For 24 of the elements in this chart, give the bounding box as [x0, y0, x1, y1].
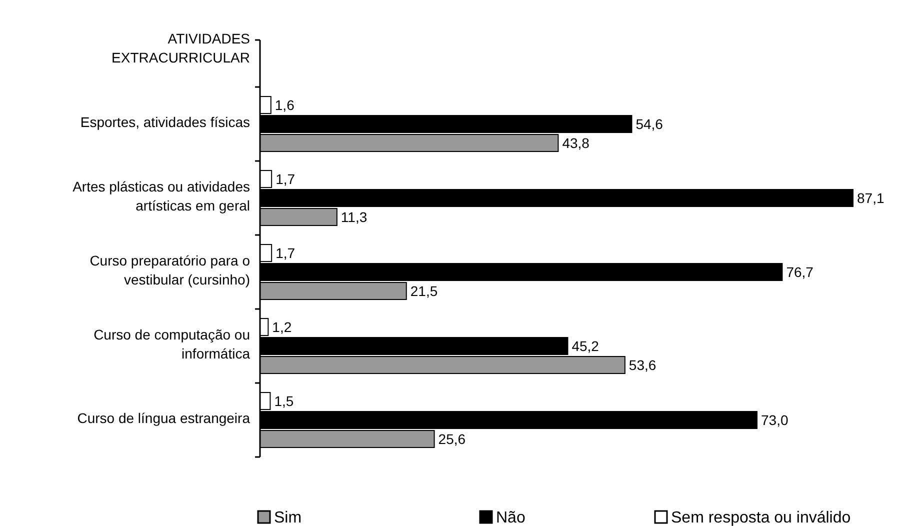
data-label: 54,6 [636, 116, 664, 132]
legend-label: Sem resposta ou inválido [671, 510, 851, 526]
y-tick-label: Curso de computação ou informática [94, 326, 250, 362]
data-label: 53,6 [628, 357, 656, 373]
legend-label: Não [496, 510, 526, 526]
data-label: 45,2 [572, 338, 600, 354]
y-tick-label: Curso de língua estrangeira [77, 410, 250, 426]
data-label: 11,3 [340, 209, 368, 225]
y-tick-label: Esportes, atividades físicas [80, 114, 250, 130]
y-tick-label: Curso preparatório para o vestibular (cursinho) [90, 252, 250, 288]
data-label: 76,7 [786, 264, 814, 280]
y-tick-label: Artes plásticas ou atividades artísticas em geral [72, 178, 250, 214]
data-label: 1,2 [272, 319, 292, 335]
data-label: 21,5 [410, 283, 438, 299]
legend-label: Sim [274, 510, 302, 526]
data-label: 25,6 [438, 431, 466, 447]
data-label: 87,1 [857, 190, 884, 206]
data-label: 1,7 [276, 245, 296, 261]
data-label: 1,7 [276, 171, 296, 187]
data-label: 1,6 [274, 97, 295, 113]
data-label: 73,0 [761, 412, 788, 428]
y-tick-label: ATIVIDADES EXTRACURRICULAR [112, 30, 250, 66]
data-label: 1,5 [274, 393, 294, 409]
data-label: 43,8 [562, 135, 590, 151]
